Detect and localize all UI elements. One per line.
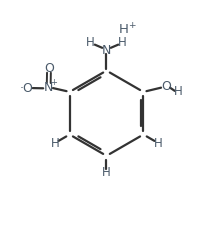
Text: H: H	[154, 137, 163, 149]
Text: ·O: ·O	[20, 82, 34, 95]
Text: O: O	[161, 80, 171, 93]
Text: +: +	[128, 21, 135, 30]
Text: H: H	[50, 137, 59, 149]
Text: N: N	[102, 44, 111, 57]
Text: N: N	[44, 81, 53, 94]
Text: O: O	[45, 62, 54, 75]
Text: +: +	[50, 78, 57, 87]
Text: H: H	[86, 37, 95, 49]
Text: H: H	[118, 37, 127, 49]
Text: H: H	[174, 85, 183, 99]
Text: H: H	[119, 23, 128, 36]
Text: H: H	[102, 166, 111, 179]
